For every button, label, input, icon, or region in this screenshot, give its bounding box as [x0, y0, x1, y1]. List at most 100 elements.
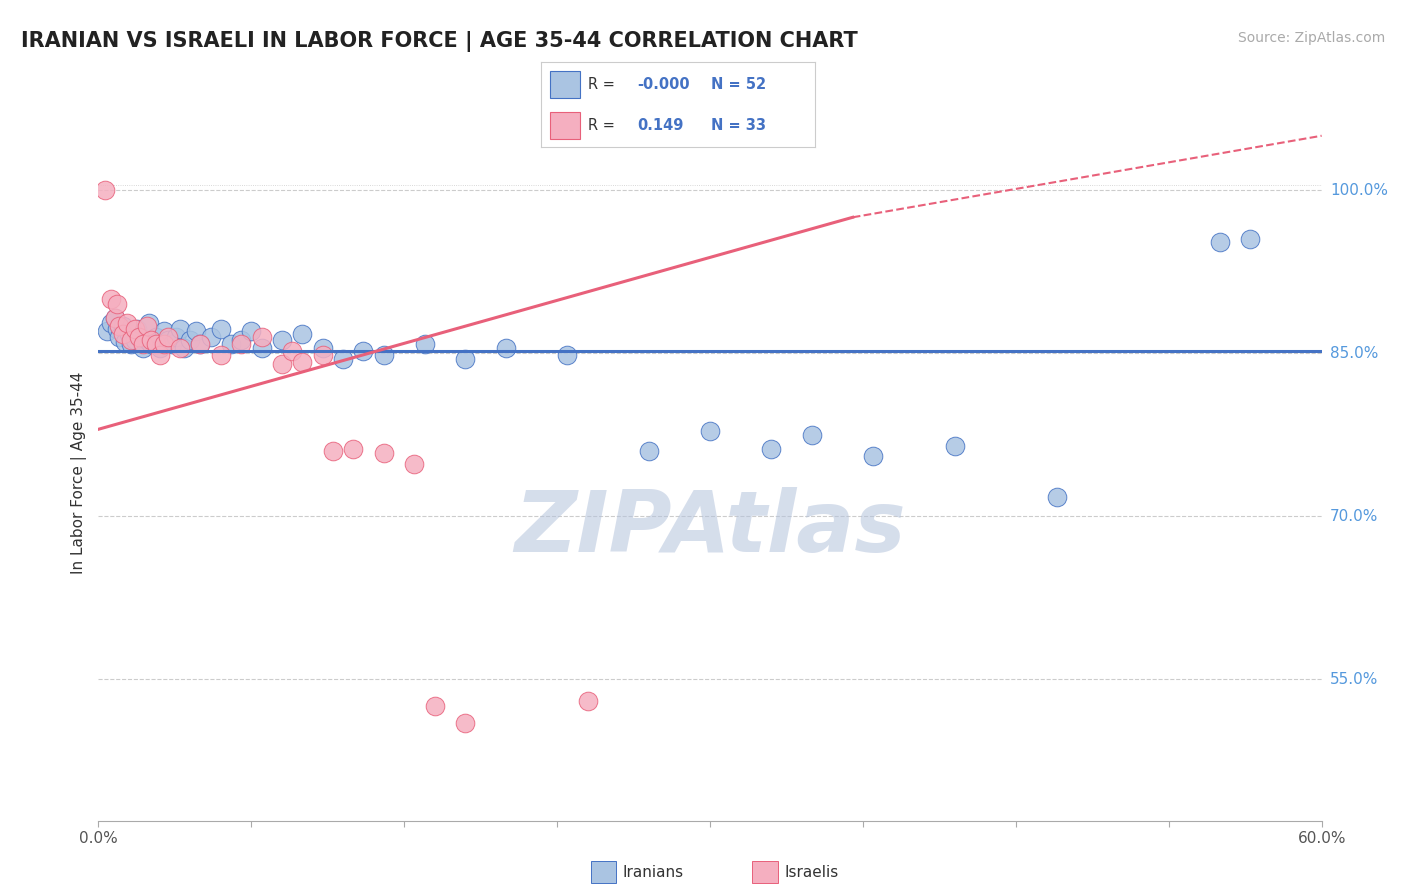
Point [136, 333, 159, 347]
Point [93, 183, 115, 197]
Point [108, 318, 131, 333]
Point [138, 316, 160, 330]
Point [100, 292, 122, 306]
Point [352, 344, 374, 359]
Text: ZIPAtlas: ZIPAtlas [515, 487, 905, 570]
Point [156, 333, 179, 347]
Point [1045, 490, 1069, 504]
Point [96, 325, 118, 339]
Point [160, 337, 183, 351]
Point [291, 355, 314, 369]
Point [124, 333, 146, 347]
Text: 100.0%: 100.0% [1330, 183, 1388, 198]
Point [141, 337, 163, 351]
Point [100, 316, 122, 330]
Point [373, 348, 395, 362]
Text: R =: R = [588, 77, 620, 92]
Text: -0.000: -0.000 [637, 77, 690, 92]
Point [373, 446, 395, 460]
Text: R =: R = [588, 118, 620, 133]
Point [250, 330, 273, 344]
Point [156, 330, 179, 344]
Text: N = 52: N = 52 [711, 77, 766, 92]
Point [149, 341, 172, 355]
Point [114, 335, 136, 350]
Text: Israelis: Israelis [785, 865, 839, 880]
FancyBboxPatch shape [550, 71, 579, 98]
Point [105, 297, 128, 311]
Point [555, 348, 579, 362]
Point [124, 322, 146, 336]
Point [270, 357, 294, 371]
Point [188, 337, 212, 351]
Point [413, 337, 436, 351]
Point [281, 344, 304, 359]
FancyBboxPatch shape [550, 112, 579, 139]
Point [231, 337, 253, 351]
Point [943, 439, 966, 453]
Point [120, 333, 142, 347]
Point [108, 330, 131, 344]
Point [120, 337, 142, 351]
Point [200, 330, 222, 344]
Point [291, 326, 314, 341]
Point [576, 694, 599, 708]
Point [186, 325, 208, 339]
Point [454, 715, 477, 730]
Point [322, 444, 344, 458]
Point [188, 337, 212, 351]
Point [1209, 235, 1232, 250]
Point [250, 341, 273, 355]
Point [111, 318, 134, 333]
Point [118, 326, 141, 341]
Point [219, 337, 242, 351]
Point [862, 450, 884, 464]
Point [312, 348, 335, 362]
Point [179, 333, 201, 347]
Point [231, 333, 253, 347]
Point [209, 348, 232, 362]
Text: 55.0%: 55.0% [1330, 672, 1378, 687]
Point [152, 325, 174, 339]
Point [145, 330, 167, 344]
Point [270, 333, 294, 347]
Point [105, 322, 128, 336]
Point [141, 333, 163, 347]
Point [132, 341, 155, 355]
Point [312, 341, 335, 355]
Point [169, 341, 191, 355]
Point [342, 442, 364, 456]
Point [132, 337, 155, 351]
Point [637, 444, 661, 458]
Point [404, 457, 426, 471]
Point [115, 316, 138, 330]
Point [209, 322, 232, 336]
Point [173, 341, 195, 355]
Point [1239, 232, 1261, 246]
Point [761, 442, 783, 456]
Point [332, 351, 354, 366]
Text: N = 33: N = 33 [711, 118, 766, 133]
Point [152, 337, 174, 351]
Text: 0.149: 0.149 [637, 118, 683, 133]
Point [136, 318, 159, 333]
Point [169, 322, 191, 336]
Point [111, 326, 134, 341]
Point [454, 351, 477, 366]
Y-axis label: In Labor Force | Age 35-44: In Labor Force | Age 35-44 [72, 372, 87, 574]
Text: Iranians: Iranians [623, 865, 683, 880]
Point [104, 311, 127, 326]
Point [127, 322, 149, 336]
Point [128, 330, 150, 344]
Point [165, 330, 187, 344]
Point [104, 311, 127, 326]
Point [801, 427, 824, 442]
Text: Source: ZipAtlas.com: Source: ZipAtlas.com [1237, 31, 1385, 45]
Point [149, 348, 172, 362]
Text: 85.0%: 85.0% [1330, 346, 1378, 360]
Point [128, 330, 150, 344]
Point [145, 337, 167, 351]
Point [423, 699, 446, 714]
Point [240, 325, 263, 339]
Text: 70.0%: 70.0% [1330, 508, 1378, 524]
